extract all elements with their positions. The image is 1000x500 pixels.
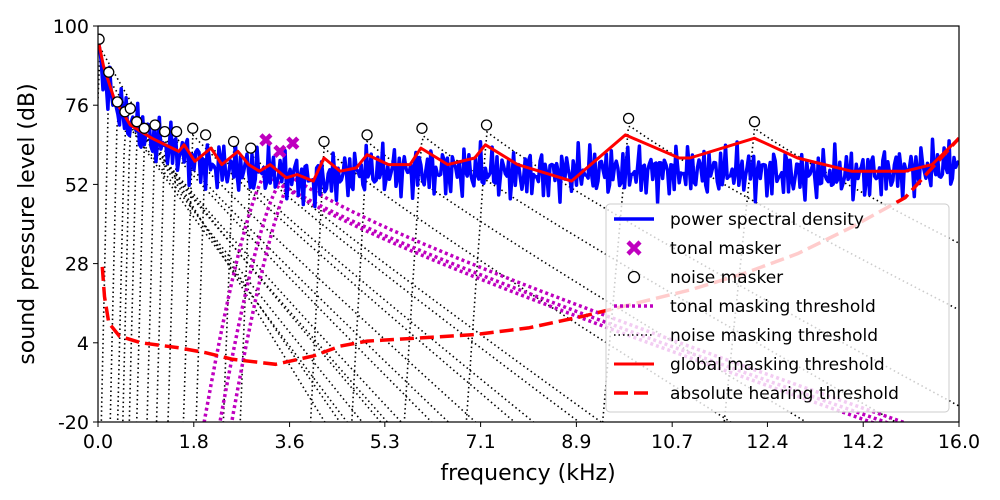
x-tick-label: 7.1 <box>465 431 495 453</box>
tonal-masker-point <box>259 133 273 147</box>
y-tick-label: 52 <box>65 174 89 196</box>
noise-masking-threshold-curve <box>100 76 341 422</box>
tonal-masking-threshold-curve <box>229 176 909 422</box>
noise-masker-point <box>245 142 257 154</box>
y-tick-label: -20 <box>58 412 89 434</box>
plot-series-group <box>98 33 959 422</box>
noise-masking-threshold-curve <box>403 134 898 422</box>
x-axis-ticks: 0.0 1.8 3.6 5.3 7.1 8.9 10.7 12.4 14.2 16.0 <box>83 422 980 453</box>
x-tick-label: 5.3 <box>370 431 400 453</box>
noise-masker-point <box>416 122 428 134</box>
power-spectral-density-line <box>98 39 959 209</box>
noise-masker-point <box>131 116 143 128</box>
noise-masker-point <box>227 135 240 148</box>
noise-masker-point <box>199 129 212 141</box>
legend-label: noise masker <box>670 268 783 288</box>
legend-label: tonal masking threshold <box>670 297 876 317</box>
x-tick-label: 10.7 <box>651 431 693 453</box>
y-tick-label: 100 <box>53 16 89 38</box>
legend-label: global masking threshold <box>670 355 885 375</box>
noise-masker-point <box>318 135 330 148</box>
legend-box <box>605 203 950 413</box>
plot-frame <box>97 25 960 423</box>
noise-masker-point <box>103 66 115 78</box>
noise-masker-point <box>170 125 183 138</box>
noise-masker-point <box>98 33 105 45</box>
noise-masking-threshold-curve <box>128 127 389 422</box>
y-axis-ticks: 100 76 52 28 4 -20 <box>53 16 98 434</box>
noise-masker-point <box>748 116 761 128</box>
legend-label: noise masking threshold <box>670 326 878 346</box>
x-tick-label: 1.8 <box>179 431 209 453</box>
noise-masking-threshold-curve <box>116 117 364 422</box>
noise-masker-point <box>361 129 373 141</box>
legend: power spectral density tonal masker noise … <box>605 203 950 413</box>
x-tick-label: 16.0 <box>938 431 980 453</box>
noise-masking-threshold-curve <box>239 154 603 422</box>
tonal-masking-threshold-curve <box>218 183 877 422</box>
legend-swatch <box>626 240 642 256</box>
noise-masker-point <box>111 96 124 108</box>
global-masking-threshold-line <box>98 38 959 183</box>
legend-swatch <box>627 270 641 284</box>
noise-masker-point <box>187 122 199 134</box>
legend-label: tonal masker <box>670 239 781 259</box>
x-tick-label: 14.2 <box>842 431 884 453</box>
noise-masker-point <box>622 112 635 125</box>
y-axis-label: sound pressure level (dB) <box>15 83 40 364</box>
x-axis-label: frequency (kHz) <box>440 461 615 486</box>
y-tick-label: 4 <box>77 333 89 355</box>
x-tick-label: 8.9 <box>561 431 591 453</box>
noise-masking-threshold-curve <box>167 137 477 422</box>
x-tick-label: 0.0 <box>83 431 113 453</box>
tonal-masker-point <box>286 136 300 150</box>
legend-label: power spectral density <box>670 210 864 230</box>
legend-label: absolute hearing threshold <box>670 384 899 404</box>
x-tick-label: 3.6 <box>274 431 304 453</box>
noise-masker-point <box>480 119 493 131</box>
noise-masker-point <box>138 122 150 134</box>
tonal-masker-point <box>273 144 287 158</box>
y-tick-label: 28 <box>65 254 89 276</box>
noise-masker-point <box>159 125 171 138</box>
noise-masker-point <box>149 119 161 131</box>
noise-masker-point <box>124 102 136 115</box>
y-tick-label: 76 <box>65 95 89 117</box>
x-tick-label: 12.4 <box>746 431 788 453</box>
